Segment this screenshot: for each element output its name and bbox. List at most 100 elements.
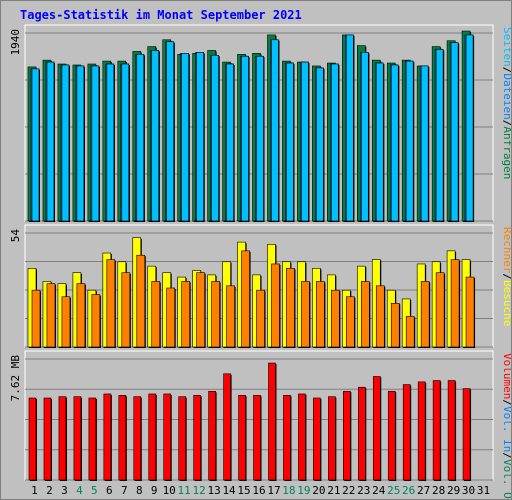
y-max-label-visits: 54 <box>9 229 22 243</box>
x-tick-label: 3 <box>61 484 68 497</box>
volume-bar <box>298 393 306 481</box>
pages-bar <box>360 52 369 222</box>
legend-seiten: Seiten <box>501 27 511 67</box>
volume-bar <box>313 397 321 481</box>
volume-bar <box>387 390 396 481</box>
volume-bar <box>238 394 246 481</box>
sites-bar <box>360 281 370 348</box>
chart-title: Tages-Statistik im Monat September 2021 <box>20 8 302 22</box>
pages-bar <box>136 54 145 222</box>
pages-bar <box>301 61 309 222</box>
sites-bar <box>166 287 176 348</box>
x-tick-label: 29 <box>447 484 460 497</box>
legend-besuche: Besuche <box>501 280 511 326</box>
legend-separator: / <box>501 452 511 459</box>
x-tick-label: 20 <box>312 484 325 497</box>
pages-bar <box>226 63 234 222</box>
x-tick-label: 31 <box>477 484 490 497</box>
pages-bar <box>61 64 70 222</box>
volume-bar <box>402 384 411 481</box>
volume-bar <box>148 393 157 481</box>
volume-bar <box>28 397 37 481</box>
x-tick-label: 14 <box>222 484 236 497</box>
pages-bar <box>166 41 175 222</box>
legend-volume: Volumen/Vol. In/Vol. Out <box>501 353 511 499</box>
pages-bar <box>256 55 264 222</box>
pages-bar <box>181 53 189 222</box>
volume-bar <box>223 373 231 481</box>
volume-bar <box>118 394 127 481</box>
volume-bar <box>268 362 276 481</box>
legend-hits-files-pages: Seiten/Dateien/Anfragen <box>501 27 511 179</box>
volume-bar <box>88 397 97 481</box>
x-tick-label: 8 <box>136 484 143 497</box>
x-tick-label: 21 <box>327 484 340 497</box>
volume-bar <box>447 380 456 481</box>
pages-bar <box>211 54 219 222</box>
legend-anfragen: Anfragen <box>501 126 511 179</box>
legend-dateien: Dateien <box>501 73 511 119</box>
x-tick-label: 15 <box>237 484 250 497</box>
x-tick-label: 18 <box>282 484 295 497</box>
x-tick-label: 7 <box>121 484 128 497</box>
sites-bar <box>61 296 71 348</box>
legend-rechner: Rechner <box>501 227 511 274</box>
volume-bar <box>208 390 216 481</box>
legend-separator: / <box>501 399 511 406</box>
pages-bar <box>316 67 324 222</box>
x-tick-label: 10 <box>163 484 176 497</box>
pages-bar <box>241 55 249 222</box>
volume-bar <box>357 386 366 481</box>
legend-vol-out: Vol. Out <box>501 459 511 499</box>
sites-bar <box>390 302 400 348</box>
volume-bar <box>103 393 112 481</box>
sites-bar <box>151 281 161 348</box>
x-tick-label: 1 <box>31 484 38 497</box>
sites-bar <box>346 296 355 348</box>
legend-separator: / <box>501 273 511 280</box>
pages-bar <box>405 60 414 222</box>
sites-bar <box>31 289 41 348</box>
volume-bar <box>462 388 471 481</box>
pages-bar <box>420 65 429 222</box>
pages-bar <box>450 42 459 222</box>
x-tick-label: 9 <box>151 484 158 497</box>
x-tick-label: 16 <box>252 484 265 497</box>
sites-bar <box>331 289 340 348</box>
pages-bar <box>435 49 444 222</box>
volume-bar <box>328 396 336 481</box>
x-tick-label: 17 <box>267 484 280 497</box>
sites-bar <box>405 316 415 348</box>
pages-bar <box>375 62 384 222</box>
legend-separator: / <box>501 67 511 74</box>
sites-bar <box>420 281 430 348</box>
legend-volumen: Volumen <box>501 353 511 399</box>
pages-bar <box>196 52 204 222</box>
pages-bar <box>286 62 294 222</box>
sites-bar <box>375 285 385 348</box>
pages-bar <box>331 63 339 222</box>
x-tick-label: 12 <box>193 484 206 497</box>
pages-bar <box>390 64 399 222</box>
volume-bar <box>343 390 351 481</box>
volume-bar <box>372 376 381 481</box>
sites-bar <box>256 289 265 348</box>
sites-bar <box>196 272 205 348</box>
pages-bar <box>106 63 115 222</box>
volume-bar <box>417 381 426 481</box>
legend-visits-sites: Rechner/Besuche <box>501 227 511 326</box>
x-tick-label: 13 <box>207 484 220 497</box>
x-tick-label: 6 <box>106 484 113 497</box>
sites-bar <box>435 272 445 348</box>
x-tick-label: 26 <box>402 484 415 497</box>
y-max-label-hits: 1940 <box>9 29 22 56</box>
x-tick-label: 2 <box>46 484 53 497</box>
sites-bar <box>211 281 220 348</box>
sites-bar <box>286 268 295 348</box>
sites-bar <box>450 259 460 348</box>
volume-bar <box>58 396 67 481</box>
volume-bar <box>73 396 82 481</box>
volume-bar <box>193 394 201 481</box>
volume-bar <box>253 394 261 481</box>
sites-bar <box>226 285 235 348</box>
